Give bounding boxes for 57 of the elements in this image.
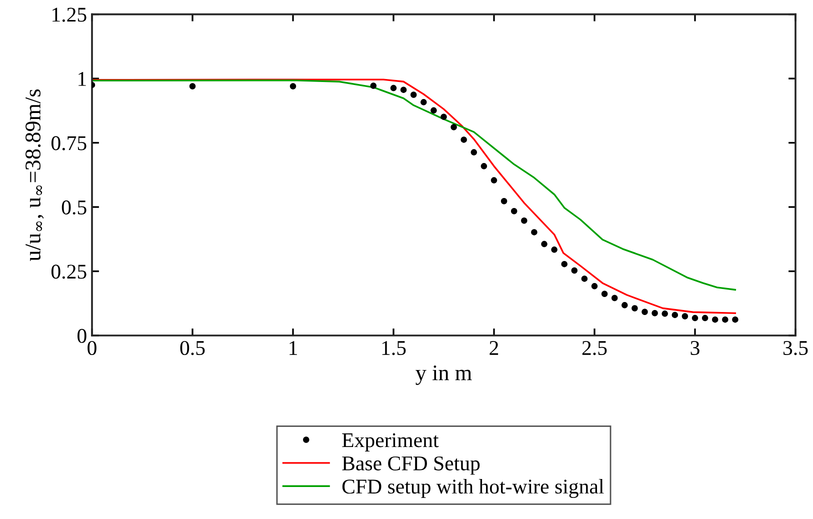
point xyxy=(440,114,447,120)
legend-label: Base CFD Setup xyxy=(342,456,480,475)
point xyxy=(370,82,377,89)
point xyxy=(712,316,718,323)
point xyxy=(410,92,417,98)
point xyxy=(581,276,588,282)
y-tick-label: 1 xyxy=(78,72,86,86)
x-axis-title: y in m xyxy=(416,365,472,385)
y-tick-label: 0.25 xyxy=(51,264,86,279)
point xyxy=(189,83,196,90)
point xyxy=(490,177,498,184)
point xyxy=(450,124,457,130)
point xyxy=(500,198,508,204)
point xyxy=(551,246,558,253)
point xyxy=(601,290,608,297)
point xyxy=(692,314,698,322)
point xyxy=(420,99,427,106)
point xyxy=(571,267,578,274)
point xyxy=(662,310,668,317)
y-axis-title: u/u$_{∞}$, u$_{∞}$=38.89m/s xyxy=(26,89,44,262)
point xyxy=(521,218,528,224)
point xyxy=(672,312,678,318)
x-tick-label: 3 xyxy=(690,341,700,356)
x-tick-label: 2 xyxy=(490,341,498,355)
legend-label: Experiment xyxy=(342,433,439,452)
x-tick-label: 1.5 xyxy=(382,341,406,356)
point xyxy=(460,136,467,143)
point xyxy=(732,316,738,323)
y-tick-label: 1.25 xyxy=(52,8,86,22)
point xyxy=(541,240,548,248)
point xyxy=(400,86,407,93)
y-tick-label: 0.75 xyxy=(51,136,86,150)
point xyxy=(591,283,598,290)
point xyxy=(722,316,728,323)
point xyxy=(430,107,437,114)
point xyxy=(390,84,397,92)
point xyxy=(611,294,618,302)
y-tick-label: 0.5 xyxy=(62,200,86,215)
point xyxy=(622,302,628,308)
legend-label: CFD setup with hot-wire signal xyxy=(342,478,604,498)
x-tick-label: 0 xyxy=(88,340,96,356)
point xyxy=(290,83,296,90)
point xyxy=(682,313,688,320)
point xyxy=(632,305,638,312)
x-tick-label: 3.5 xyxy=(783,341,808,356)
point xyxy=(470,149,478,156)
point xyxy=(652,310,658,316)
x-tick-label: 1 xyxy=(290,341,297,355)
point xyxy=(531,229,538,236)
x-tick-label: 2.5 xyxy=(582,341,607,356)
point xyxy=(561,260,568,268)
x-tick-label: 0.5 xyxy=(180,340,205,356)
y-tick-label: 0 xyxy=(78,328,86,343)
point xyxy=(702,314,708,322)
point xyxy=(642,308,648,315)
point xyxy=(480,163,488,170)
point xyxy=(510,208,518,214)
